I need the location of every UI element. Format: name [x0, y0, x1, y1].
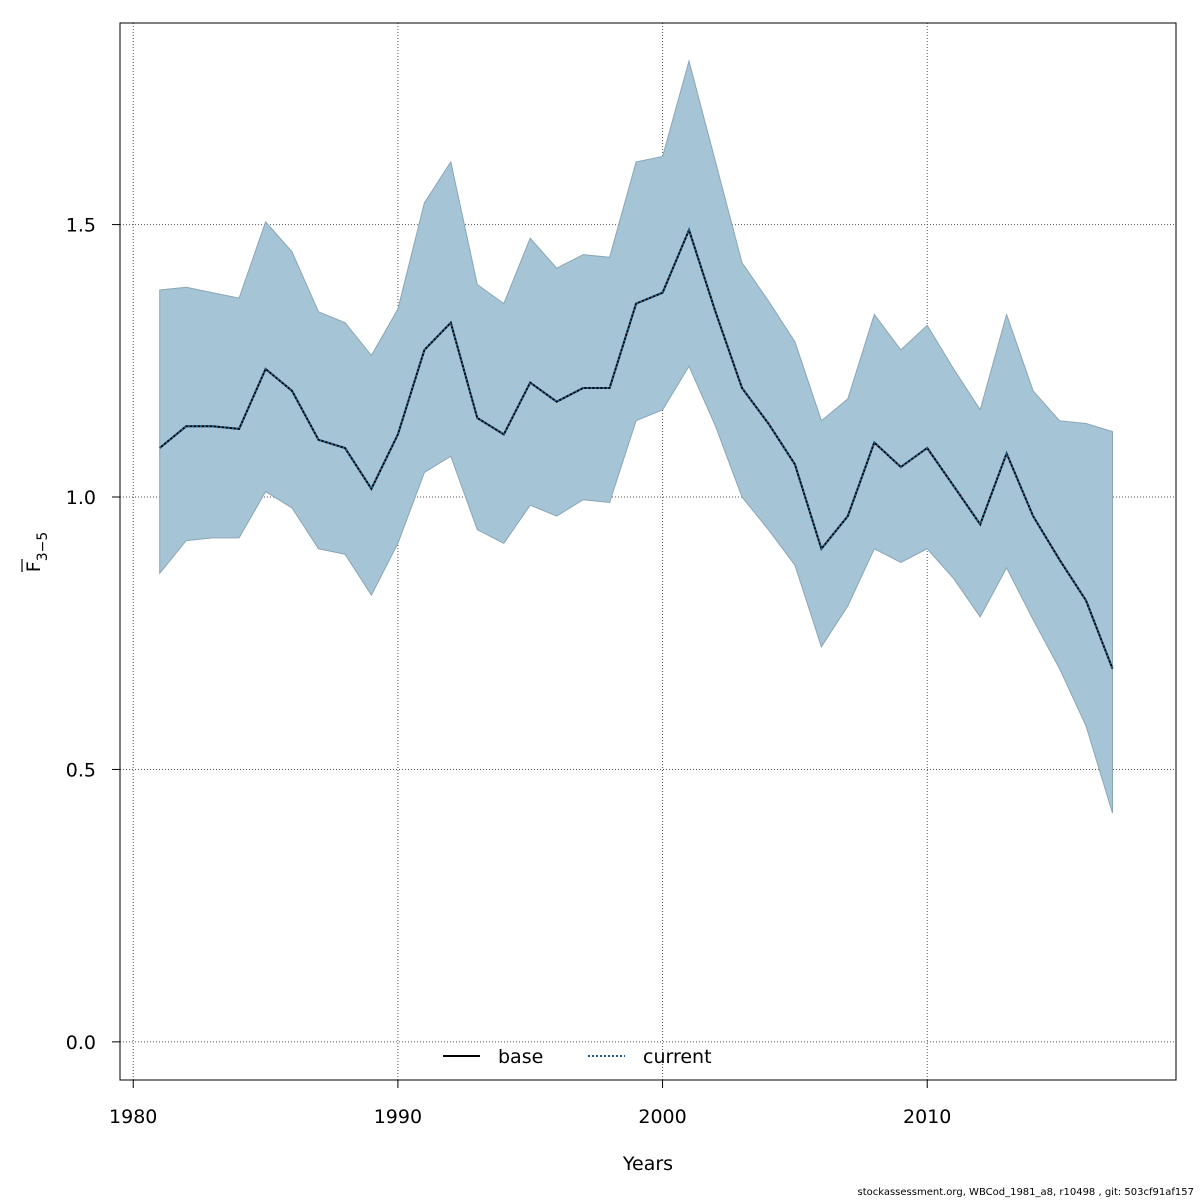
confidence-band-layer	[159, 59, 1113, 814]
legend-label-current: current	[643, 1046, 712, 1068]
x-axis-title: Years	[622, 1153, 673, 1175]
series-line-base	[159, 227, 1114, 669]
x-tick-label-1990: 1990	[374, 1106, 422, 1128]
x-tick-label-1980: 1980	[109, 1106, 157, 1128]
legend-label-base: base	[498, 1046, 543, 1068]
x-tick-label-2010: 2010	[903, 1106, 951, 1128]
y-tick-label-3: 1.5	[66, 215, 96, 237]
y-axis: 0.0 0.5 1.0 1.5	[66, 215, 121, 1054]
y-axis-title-subscript: 3−5	[35, 532, 51, 562]
y-tick-label-0: 0.0	[66, 1032, 96, 1054]
y-axis-title: F	[23, 561, 45, 572]
y-tick-label-1: 0.5	[66, 759, 96, 781]
svg-text:F3−5: F3−5	[23, 532, 51, 572]
x-axis: 1980 1990 2000 2010	[109, 1079, 951, 1128]
confidence-band	[159, 59, 1113, 814]
y-axis-title-group: F3−5	[21, 532, 51, 572]
legend: base current	[443, 1046, 712, 1068]
y-tick-label-2: 1.0	[66, 487, 96, 509]
x-tick-label-2000: 2000	[638, 1106, 686, 1128]
series-layer	[159, 227, 1114, 669]
footer-credit: stockassessment.org, WBCod_1981_a8, r104…	[857, 1187, 1194, 1198]
